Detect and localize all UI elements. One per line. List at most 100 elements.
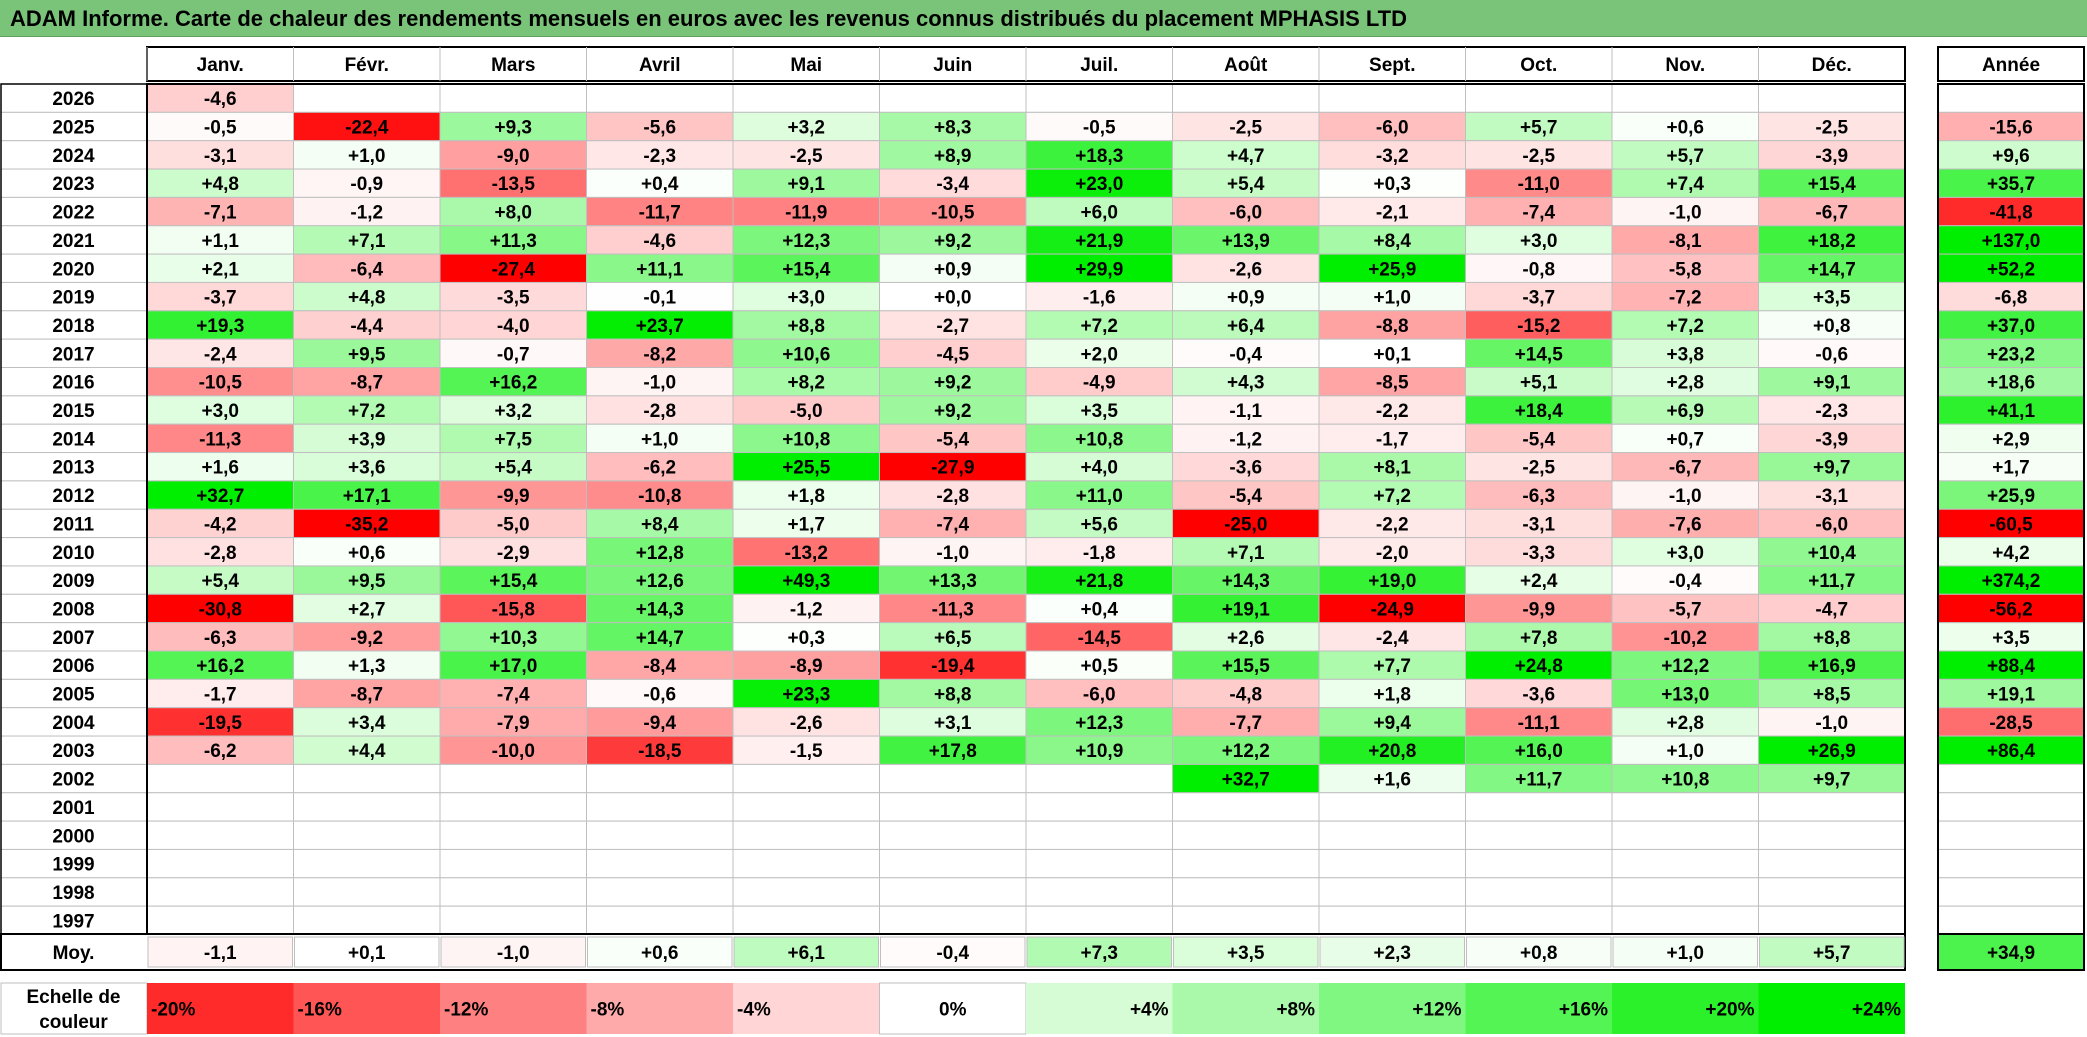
heatmap-cell [293,367,441,397]
annual-value: +19,1 [1987,685,2036,706]
cell-value: +5,1 [1520,373,1558,394]
cell-value: +3,0 [787,288,825,309]
cell-value: +25,5 [782,458,831,479]
heatmap-cell [1025,508,1173,539]
cell-value: -5,4 [1229,486,1262,507]
average-value: -0,4 [936,943,969,964]
heatmap-cell [146,877,294,907]
heatmap-cell [586,735,734,765]
heatmap-cell [1025,480,1173,510]
cell-value: -2,8 [204,543,237,564]
scale-swatch [879,982,1027,1035]
cell-value: +26,9 [1808,741,1856,762]
heatmap-cell [879,622,1027,652]
heatmap-cell [439,792,587,822]
heatmap-cell [1172,281,1320,312]
cell-value: +32,7 [196,486,244,507]
heatmap-cell [732,735,880,765]
cell-value: -6,0 [1376,118,1409,139]
year-label: 2026 [52,89,94,110]
month-header: Mars [491,55,535,76]
average-cell [587,936,733,968]
heatmap-cell [293,537,441,567]
heatmap-cell [1465,707,1613,737]
cell-value: +9,1 [1813,373,1851,394]
average-cell [880,936,1026,968]
heatmap-cell [1758,480,1906,510]
cell-value: +15,4 [1808,174,1857,195]
cell-value: +19,1 [1222,599,1271,620]
year-label: 2014 [52,429,95,450]
heatmap-cell [1172,423,1320,454]
cell-value: -1,5 [790,741,823,762]
cell-value: +3,8 [1666,344,1704,365]
cell-value: +7,8 [1520,628,1558,649]
cell-value: -4,6 [643,231,676,252]
annual-value: +3,5 [1992,628,2030,649]
scale-swatch-label: -20% [151,1000,195,1021]
cell-value: +9,4 [1373,713,1411,734]
annual-value: +2,9 [1992,429,2030,450]
cell-value: -3,1 [1815,486,1848,507]
cell-value: -9,2 [350,628,383,649]
scale-swatch-label: +8% [1276,1000,1315,1021]
average-value: +0,6 [641,943,679,964]
heatmap-cell [732,310,880,340]
cell-value: +23,3 [782,685,830,706]
heatmap-cell [1172,792,1320,822]
cell-value: +12,2 [1661,656,1709,677]
cell-value: +2,0 [1080,344,1118,365]
year-cell [0,310,148,340]
heatmap-cell [1025,650,1173,680]
cell-value: +4,7 [1227,146,1265,167]
heatmap-cell [732,423,880,454]
cell-value: -5,8 [1669,259,1702,280]
annual-cell [1937,735,2085,765]
cell-value: -2,8 [936,486,969,507]
annual-value: +23,2 [1987,344,2035,365]
cell-value: +0,9 [934,259,972,280]
cell-value: -10,8 [638,486,681,507]
heatmap-cell [1025,196,1173,227]
heatmap-cell [1611,140,1759,170]
heatmap-cell [1318,111,1466,142]
heatmap-cell [1611,877,1759,907]
heatmap-cell [1318,678,1466,709]
cell-value: +7,1 [1227,543,1265,564]
cell-value: +0,1 [1373,344,1411,365]
cell-value: +1,8 [1373,685,1411,706]
annual-cell [1937,140,2085,170]
cell-value: +10,8 [1661,770,1709,791]
heatmap-cell [732,905,880,936]
cell-value: +23,7 [636,316,684,337]
cell-value: +0,9 [1227,288,1265,309]
cell-value: -6,0 [1083,685,1116,706]
chart-title: ADAM Informe. Carte de chaleur des rende… [10,6,1407,31]
cell-value: +7,5 [494,429,532,450]
cell-value: -19,4 [931,656,975,677]
heatmap-cell [1611,707,1759,737]
scale-label-cell [0,982,148,1035]
cell-value: +8,4 [1373,231,1411,252]
cell-value: +21,9 [1075,231,1123,252]
annual-value: +41,1 [1987,401,2036,422]
annual-header-frame [1937,46,2085,82]
cell-value: -10,0 [492,741,535,762]
cell-value: -2,1 [1376,203,1409,224]
heatmap-cell [1758,565,1906,595]
heatmap-cell [1758,763,1906,794]
cell-value: +7,1 [348,231,386,252]
heatmap-cell [586,225,734,255]
cell-value: +5,4 [1227,174,1265,195]
cell-value: -6,3 [1522,486,1555,507]
cell-value: -15,8 [492,599,535,620]
heatmap-cell [732,196,880,227]
heatmap-cell [586,537,734,567]
heatmap-cell [1025,140,1173,170]
cell-value: -8,8 [1376,316,1409,337]
heatmap-cell [1611,423,1759,454]
cell-value: -6,2 [643,458,676,479]
heatmap-cell [1465,140,1613,170]
cell-value: +5,7 [1520,118,1558,139]
heatmap-cell [879,565,1027,595]
